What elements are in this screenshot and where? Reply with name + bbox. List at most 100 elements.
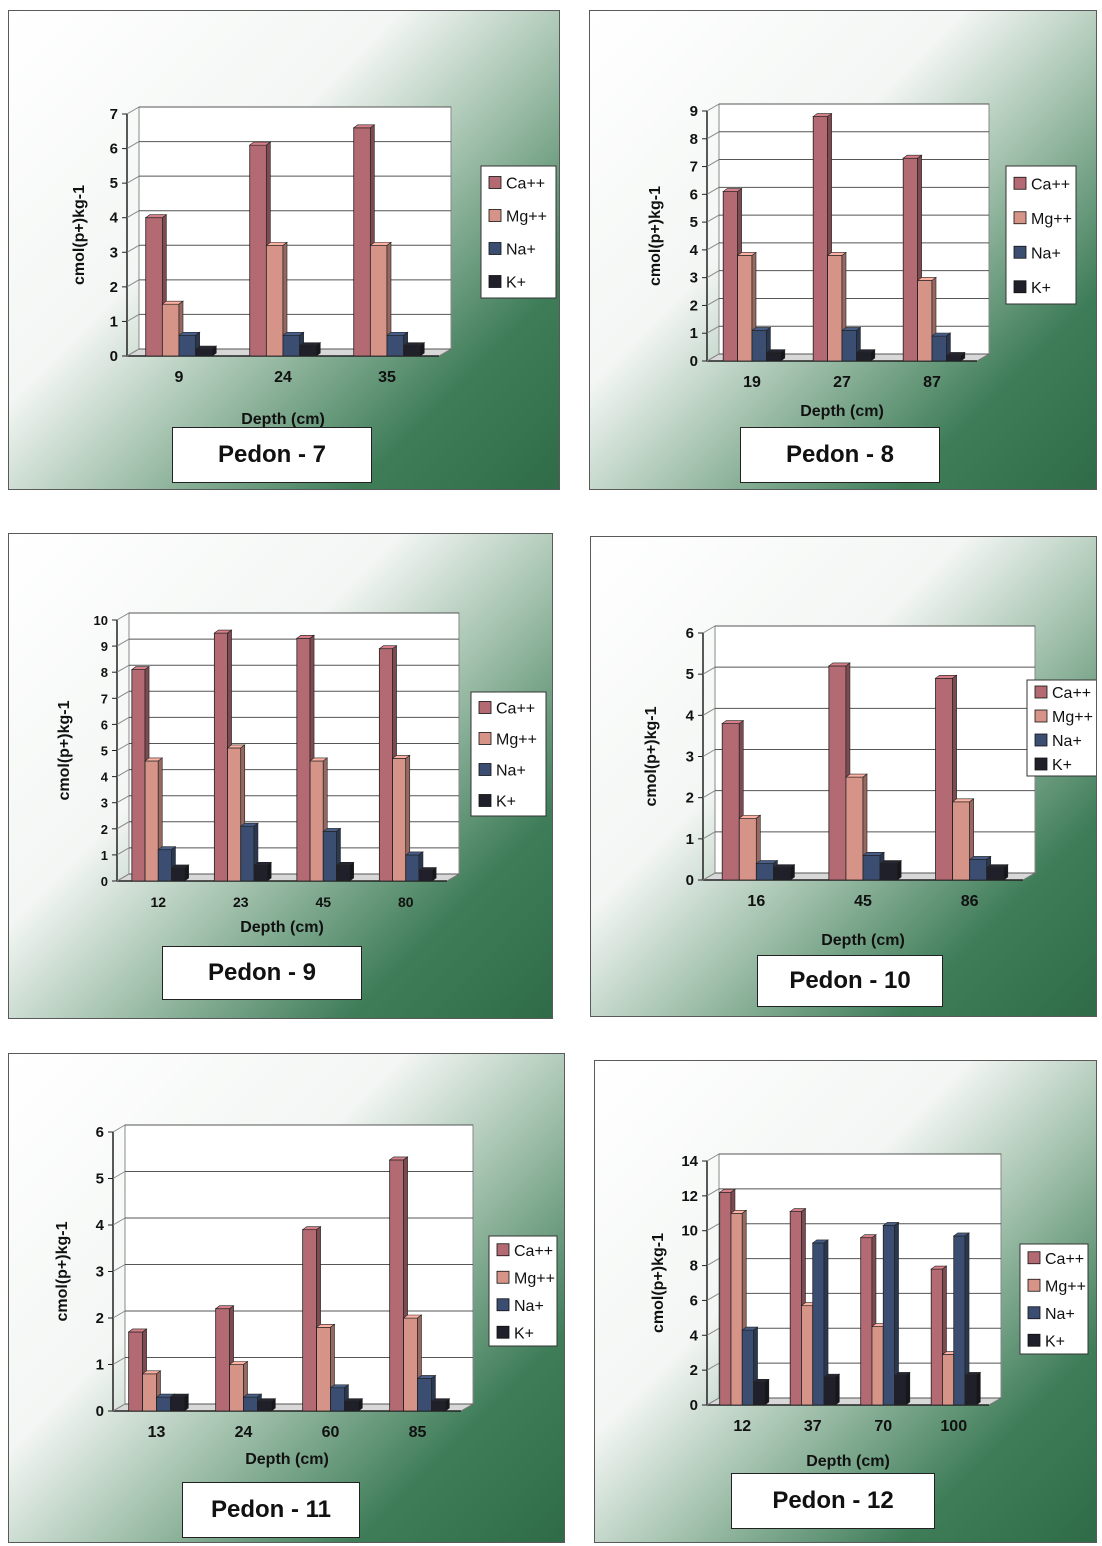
x-tick-label: 85 (409, 1424, 427, 1441)
bar-side (358, 1398, 363, 1412)
bar-front (935, 677, 953, 881)
legend-label: Ca++ (1052, 685, 1091, 702)
bar-side (905, 1371, 911, 1406)
y-tick-label: 0 (686, 872, 694, 889)
y-tick-label: 7 (101, 691, 108, 706)
chart-panel-pedon-9: 0 1 2 3 4 5 6 7 8 9 10 12 23 45 80 Depth (cm) cmol(p+)kg… (8, 533, 553, 1019)
legend-label: Na+ (1052, 733, 1082, 750)
x-tick-label: 23 (233, 894, 249, 910)
y-tick-label: 0 (690, 353, 698, 370)
y-tick-label: 3 (101, 796, 108, 811)
legend-swatch (488, 176, 502, 189)
chart-panel-pedon-11: 0 1 2 3 4 5 6 13 24 60 85 Depth (cm) cmol(p+)kg-1 Ca+… (8, 1053, 565, 1543)
bar-front (403, 345, 421, 357)
bar-front (827, 255, 843, 362)
bar-front (171, 867, 186, 882)
bar-front (302, 1229, 317, 1412)
bar-front (322, 831, 337, 882)
bar-side (445, 1398, 450, 1412)
bar-front (249, 144, 267, 357)
bar-front (882, 1225, 895, 1406)
bar (170, 864, 190, 882)
bar-front (240, 825, 255, 882)
bar-front (902, 157, 919, 362)
y-axis-title: cmol(p+)kg-1 (643, 706, 660, 806)
gridline-depth (126, 106, 140, 115)
bar-front (860, 1237, 873, 1406)
bar (335, 861, 355, 882)
bar-front (953, 1235, 966, 1406)
bar-front (309, 760, 324, 882)
legend-swatch (496, 1298, 510, 1312)
gridline-depth (706, 1292, 720, 1301)
x-axis-title: Depth (cm) (821, 932, 905, 949)
legend-swatch (488, 275, 502, 288)
y-axis-title: cmol(p+)kg-1 (56, 700, 73, 800)
legend-swatch (478, 763, 492, 776)
bar-front (386, 334, 405, 357)
bar-front (389, 1159, 404, 1412)
bar-front (812, 1242, 825, 1406)
legend-label: K+ (1031, 280, 1051, 297)
gridline-depth (706, 214, 720, 223)
gridline-depth (116, 847, 130, 856)
legend-swatch (1027, 1306, 1041, 1320)
bar-front (253, 864, 268, 882)
bar-front (170, 1396, 185, 1412)
gridline-depth (116, 612, 130, 621)
gridline-depth (112, 1217, 126, 1226)
legend-swatch (1013, 245, 1027, 259)
legend-swatch (488, 242, 502, 255)
legend-label: K+ (496, 794, 516, 811)
plot-area (138, 106, 452, 350)
gridline-depth (126, 244, 140, 253)
x-tick-label: 24 (235, 1424, 253, 1441)
gridline-depth (116, 821, 130, 830)
legend-label: Ca++ (514, 1243, 553, 1260)
y-tick-label: 7 (110, 106, 118, 123)
bar-front (986, 867, 1005, 881)
legend-swatch (1013, 280, 1027, 294)
legend-label: Mg++ (1045, 1278, 1086, 1295)
bar-chart-pedon-8: 0 1 2 3 4 5 6 7 8 9 19 27 87 Depth (cm) cmol(p+)kg-1 Ca… (647, 103, 1077, 420)
y-tick-label: 1 (110, 313, 118, 330)
y-tick-label: 1 (690, 325, 698, 342)
x-tick-label: 13 (148, 1424, 166, 1441)
gridline-depth (112, 1264, 126, 1272)
gridline-depth (112, 1403, 126, 1412)
legend-swatch (1013, 211, 1027, 225)
bar-side (870, 349, 876, 362)
x-tick-label: 12 (733, 1418, 751, 1435)
chart-panel-pedon-12: 0 2 4 6 8 10 12 14 12 37 70 100 Depth (cm) cmol(p+)kg… (594, 1060, 1097, 1543)
y-tick-label: 2 (686, 790, 694, 807)
y-tick-label: 7 (690, 159, 698, 176)
legend-swatch (488, 209, 502, 222)
bar-chart-pedon-11: 0 1 2 3 4 5 6 13 24 60 85 Depth (cm) cmol(p+)kg-1 Ca+… (54, 1124, 558, 1468)
bar-front (719, 1191, 732, 1406)
legend-label: Mg++ (496, 732, 537, 749)
gridline-depth (706, 159, 720, 167)
bar-side (835, 1373, 840, 1406)
bar-front (931, 335, 947, 362)
bar-side (790, 864, 795, 881)
y-tick-label: 12 (681, 1188, 698, 1205)
legend-swatch (1027, 1251, 1041, 1265)
bar-front (823, 1376, 836, 1406)
y-tick-label: 4 (690, 242, 699, 259)
bar-front (405, 854, 420, 882)
bar-front (862, 854, 881, 881)
gridline-depth (126, 313, 140, 322)
bar-front (403, 1317, 418, 1412)
gridline-depth (126, 141, 140, 150)
bar (194, 345, 218, 357)
gridline-depth (706, 1188, 720, 1197)
bar (265, 241, 288, 357)
bar-front (227, 747, 242, 882)
bar (752, 1378, 770, 1406)
y-tick-label: 3 (96, 1264, 104, 1281)
y-tick-label: 5 (686, 666, 694, 683)
gridline-depth (706, 131, 720, 140)
bar-front (178, 334, 197, 357)
bar-front (369, 244, 388, 357)
